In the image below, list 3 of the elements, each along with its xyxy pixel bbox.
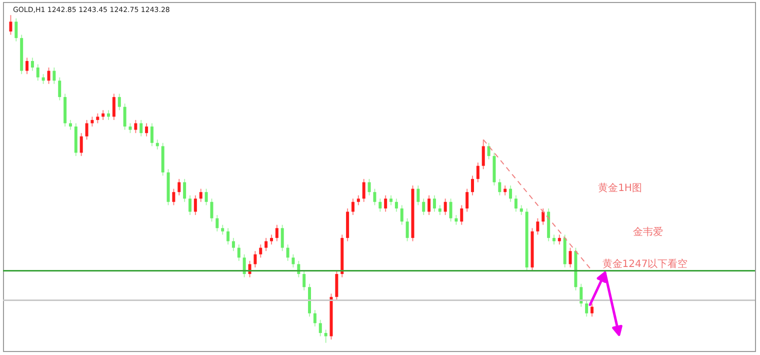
text: 金韦爱	[633, 226, 663, 238]
text: 黄金1H图	[598, 182, 642, 194]
text: 黄金1247以下看空	[602, 258, 688, 270]
